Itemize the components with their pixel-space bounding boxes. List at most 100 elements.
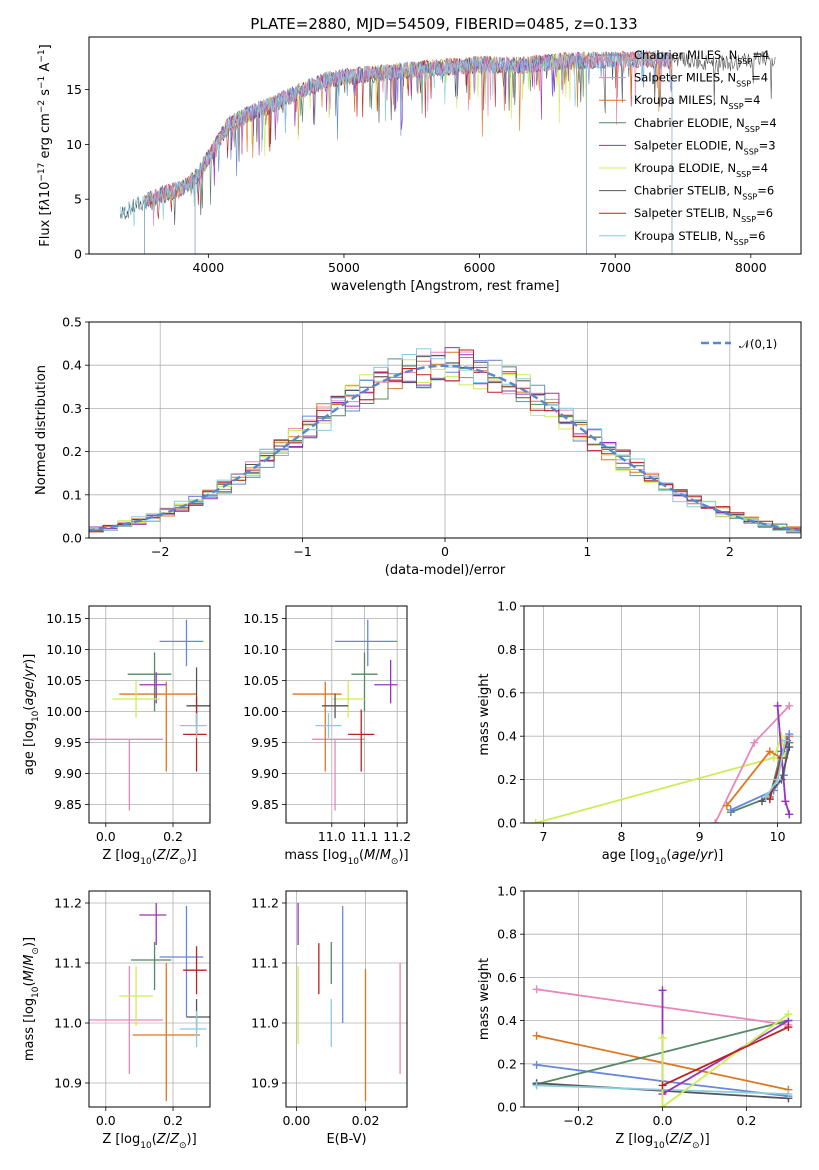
age_vs_Z-ytick-label: 9.85 [54, 797, 82, 812]
mass_vs_Z-point-salpeter-miles [89, 966, 163, 1074]
mass_vs_Z-point-kroupa-stelib [179, 1011, 207, 1047]
age_vs_Z-point-salpeter-miles [89, 738, 163, 811]
massweight_vs_Z-ytick-label: 0.0 [497, 1100, 517, 1115]
spectrum-ytick-label: 15 [66, 82, 82, 97]
age_vs_Z-point-chabrier-miles [159, 619, 204, 667]
age_vs_mass-ytick-label: 9.85 [251, 797, 279, 812]
age_vs_Z-xlabel: Z [log10(Z/Z⊙)] [102, 848, 196, 867]
age_vs_mass-ytick-label: 9.90 [251, 766, 279, 781]
mass_vs_Z-point-chabrier-stelib [186, 999, 210, 1029]
spectrum-xtick-label: 7000 [599, 260, 631, 275]
age_vs_Z-ytick-label: 10.05 [46, 673, 82, 688]
massweight_vs_age-ytick-label: 0.8 [497, 642, 517, 657]
massweight_vs_age-xtick-label: 9 [696, 829, 704, 844]
mass_vs_Z-point-chabrier-elodie [131, 942, 172, 990]
age_vs_Z-point-chabrier-elodie [127, 652, 172, 712]
spectrum-legend-entry: Salpeter MILES, NSSP=4 [634, 71, 768, 89]
residuals-ylabel: Normed distribution [34, 365, 49, 495]
mass_vs_Z-xtick-label: 0.0 [96, 1113, 116, 1128]
age_vs_mass-xtick-label: 11.2 [383, 829, 411, 844]
spectrum-xtick-label: 6000 [464, 260, 496, 275]
mass_vs_Z-ytick-label: 10.9 [54, 1076, 82, 1091]
mass_vs_Z-frame [88, 890, 211, 1108]
massweight_vs_age-ylabel: mass weight [477, 673, 492, 755]
age_vs_Z-point-chabrier-stelib [186, 667, 210, 725]
mass_vs_Z-xlabel: Z [log10(Z/Z⊙)] [102, 1132, 196, 1151]
massweight_vs_Z-series-salpeter-elodie [658, 986, 793, 1099]
age_vs_mass-point-kroupa-miles [292, 681, 342, 772]
age_vs_Z-ytick-label: 10.15 [46, 611, 82, 626]
age_vs_mass-xlabel: mass [log10(M/M⊙)] [284, 848, 408, 867]
massweight_vs_age-plot-area [531, 701, 794, 823]
age_vs_mass-ytick-label: 10.00 [243, 704, 279, 719]
figure-title: PLATE=2880, MJD=54509, FIBERID=0485, z=0… [250, 15, 637, 33]
massweight_vs_Z-ytick-label: 0.8 [497, 927, 517, 942]
age_vs_Z-ytick-label: 10.00 [46, 704, 82, 719]
mass_vs_ebv-plot-area [297, 903, 401, 1101]
mass_vs_Z-ytick-label: 11.1 [54, 956, 82, 971]
spectrum-legend-entry: Kroupa MILES, NSSP=4 [634, 93, 760, 111]
mass_vs_ebv-xtick-label: 0.02 [352, 1113, 380, 1128]
residuals-ytick-label: 0.1 [62, 487, 82, 502]
spectrum-legend-entry: Chabrier ELODIE, NSSP=4 [634, 116, 777, 134]
mass_vs_Z-xtick-label: 0.2 [163, 1113, 183, 1128]
residuals-hist-chabrier-stelib [89, 354, 801, 536]
age_vs_Z-panel: 0.0 0.2 9.85 9.90 9.95 10.00 10.05 10.10 10.15 Z … [22, 605, 211, 867]
mass_vs_Z-point-kroupa-elodie [119, 966, 153, 1026]
mass_vs_Z-panel: 0.0 0.2 10.9 11.0 11.1 11.2 Z [log10(Z/Z⊙)] mas… [22, 890, 211, 1151]
spectrum-legend-entry: Kroupa STELIB, NSSP=6 [634, 229, 765, 247]
residuals-xtick-label: −2 [151, 544, 169, 559]
age_vs_mass-point-chabrier-stelib [321, 693, 349, 719]
spectrum-ytick-label: 10 [66, 137, 82, 152]
spectrum-line-chabrier-miles [144, 50, 673, 254]
spectrum-xtick-label: 4000 [192, 260, 224, 275]
residuals-xtick-label: −1 [293, 544, 311, 559]
massweight_vs_Z-ytick-label: 0.6 [497, 970, 517, 985]
age_vs_mass-panel: 11.0 11.1 11.2 9.85 9.90 9.95 10.00 10.05 10.10 1… [243, 605, 411, 867]
mass_vs_Z-ylabel: mass [log10(M/M⊙)] [22, 937, 41, 1061]
age_vs_mass-xtick-label: 11.1 [351, 829, 379, 844]
age_vs_mass-point-chabrier-elodie [351, 652, 378, 712]
massweight_vs_age-panel: 7 8 9 10 0.0 0.2 0.4 0.6 0.8 1.0 age [log10(age/yr… [477, 599, 802, 867]
spectrum-ytick-label: 0 [74, 247, 82, 262]
spectrum-xlabel: wavelength [Angstrom, rest frame] [331, 279, 560, 294]
residuals-xtick-label: 1 [583, 544, 591, 559]
mass_vs_ebv-ytick-label: 10.9 [251, 1076, 279, 1091]
age_vs_mass-point-salpeter-stelib [348, 709, 375, 772]
massweight_vs_age-series-kroupa-stelib [761, 736, 790, 801]
age_vs_mass-ytick-label: 10.05 [243, 673, 279, 688]
massweight_vs_Z-series-salpeter-stelib [658, 1023, 793, 1090]
age_vs_mass-point-salpeter-miles [312, 738, 365, 811]
massweight_vs_Z-plot-area [532, 985, 793, 1107]
age_vs_Z-point-kroupa-miles [119, 681, 197, 772]
massweight_vs_age-ytick-label: 1.0 [497, 599, 517, 614]
spectrum-line-kroupa-stelib [119, 49, 673, 254]
age_vs_mass-frame [285, 605, 408, 824]
massweight_vs_Z-xtick-label: 0.0 [653, 1113, 673, 1128]
age_vs_mass-ytick-label: 9.95 [251, 735, 279, 750]
massweight_vs_age-frame [523, 605, 802, 824]
age_vs_Z-frame [88, 605, 211, 824]
massweight_vs_age-ytick-label: 0.4 [497, 729, 517, 744]
residuals-xlabel: (data-model)/error [385, 563, 506, 578]
age_vs_Z-ylabel: age [log10(age/yr)] [22, 654, 41, 776]
spectrum-legend-entry: Chabrier STELIB, NSSP=6 [634, 184, 774, 202]
residuals-xtick-label: 2 [726, 544, 734, 559]
age_vs_mass-point-chabrier-miles [335, 619, 398, 667]
mass_vs_ebv-panel: 0.00 0.02 10.9 11.0 11.1 11.2 E(B-V) [251, 890, 408, 1147]
age_vs_mass-xtick-label: 11.0 [318, 829, 346, 844]
residuals-panel: −2 −1 0 1 2 0.0 0.1 0.2 0.3 0.4 0.5 (data-model)/er… [34, 315, 802, 578]
massweight_vs_age-ytick-label: 0.2 [497, 772, 517, 787]
residuals-plot-area [89, 347, 801, 536]
age_vs_mass-ytick-label: 10.10 [243, 642, 279, 657]
spectrum-legend-entry: Salpeter STELIB, NSSP=6 [634, 206, 773, 224]
massweight_vs_Z-ylabel: mass weight [477, 958, 492, 1040]
residuals-ytick-label: 0.2 [62, 444, 82, 459]
mass_vs_Z-ytick-label: 11.2 [54, 896, 82, 911]
age_vs_Z-point-salpeter-elodie [139, 672, 167, 704]
spectrum-line-kroupa-miles [144, 50, 673, 254]
residuals-ytick-label: 0.3 [62, 401, 82, 416]
massweight_vs_Z-ytick-label: 0.2 [497, 1056, 517, 1071]
residuals-legend-entry: 𝒩(0,1) [739, 337, 777, 351]
mass_vs_Z-ytick-label: 11.0 [54, 1016, 82, 1031]
